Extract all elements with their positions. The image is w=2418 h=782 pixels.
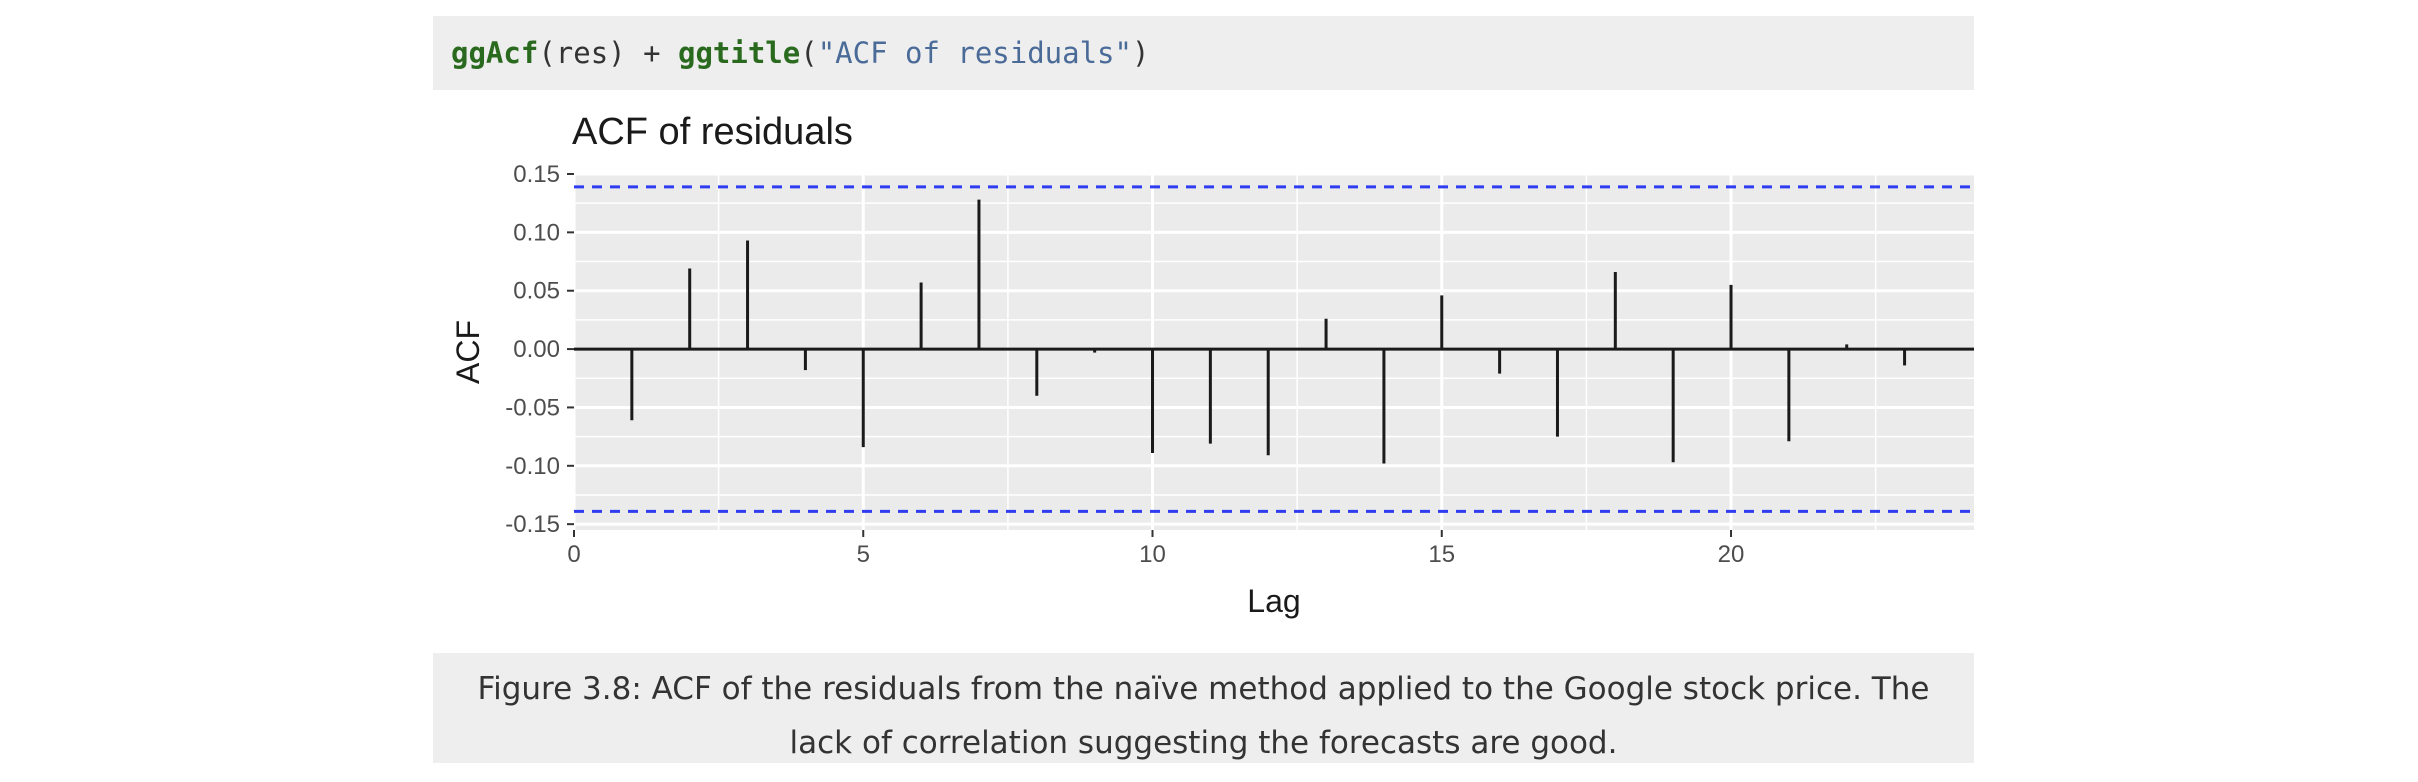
x-axis: 0 5 10 15 20 [567, 530, 1744, 568]
y-tick-label: -0.05 [505, 394, 560, 421]
code-paren-open: ( [800, 36, 818, 70]
code-string-literal: "ACF of residuals" [817, 36, 1132, 70]
x-tick-label: 20 [1718, 541, 1745, 568]
acf-chart-svg: ACF of residuals -0.15 -0.10 -0.05 0.00 0.05… [450, 111, 1974, 619]
y-tick-label: -0.15 [505, 511, 560, 538]
y-axis: -0.15 -0.10 -0.05 0.00 0.05 0.10 0.15 [505, 161, 574, 538]
code-function-ggtitle: ggtitle [678, 36, 801, 70]
x-tick-label: 0 [567, 541, 580, 568]
chart-title: ACF of residuals [572, 111, 853, 153]
x-tick-label: 15 [1428, 541, 1455, 568]
y-tick-label: 0.15 [513, 161, 560, 188]
y-tick-label: 0.05 [513, 278, 560, 305]
y-tick-label: 0.10 [513, 219, 560, 246]
acf-bars [630, 199, 1907, 464]
y-tick-label: -0.10 [505, 453, 560, 480]
code-block: ggAcf (res) + ggtitle("ACF of residuals") [433, 16, 1974, 90]
y-axis-label: ACF [450, 320, 486, 384]
x-tick-label: 10 [1139, 541, 1166, 568]
code-function-ggacf: ggAcf [451, 36, 539, 70]
figure-caption: Figure 3.8: ACF of the residuals from th… [433, 653, 1974, 763]
grid-major-lines [572, 172, 1974, 530]
code-arguments: (res) + [538, 36, 678, 70]
code-paren-close: ) [1131, 36, 1150, 70]
acf-chart: ACF of residuals -0.15 -0.10 -0.05 0.00 0.05… [433, 100, 1974, 630]
x-tick-label: 5 [857, 541, 870, 568]
chart-panel [574, 174, 1974, 530]
x-axis-label: Lag [1247, 583, 1300, 619]
y-tick-label: 0.00 [513, 336, 560, 363]
